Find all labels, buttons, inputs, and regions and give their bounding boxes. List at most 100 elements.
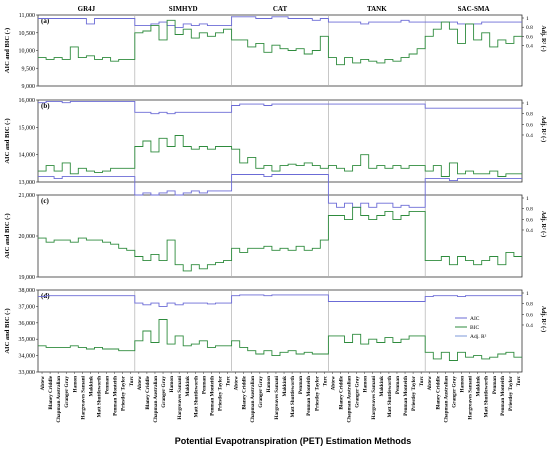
x-tick-label: Blaney Criddle (145, 375, 151, 409)
x-tick-label: Hargreaves Samani (80, 375, 86, 419)
x-tick-label: Abtew (427, 376, 433, 391)
x-tick-label: Abtew (330, 376, 336, 391)
x-tick-label: Matt Shuttleworth (193, 376, 199, 417)
x-tick-label: Turc (226, 375, 232, 386)
r2-tick-label: 0.4 (526, 44, 533, 50)
r2-axis-title: Adj. R² (-) (540, 116, 547, 142)
x-tick-label: Matt Shuttleworth (97, 376, 103, 417)
r2-tick-label: 1 (526, 16, 529, 22)
x-tick-label: Granger Gray (161, 376, 167, 408)
x-tick-label: Hargreaves Samani (274, 375, 280, 419)
panel-4: 33,000 34,000 35,000 36,000 37,000 38,000 0.4 0… (4, 288, 547, 376)
x-tick-labels: Abtew Blaney Criddle Chapman Australian Gra… (40, 372, 522, 423)
y-axis-title: AIC and BIC (-) (4, 118, 11, 163)
y-tick-label: 38,000 (19, 288, 36, 294)
r2-tick-label: 0.8 (526, 25, 533, 31)
x-tick-label: Blaney Criddle (435, 375, 441, 409)
x-tick-label: Priestley Taylor (218, 375, 224, 411)
x-tick-label: Makkink (282, 376, 288, 397)
y-tick-label: 9,000 (22, 84, 36, 90)
x-tick-label: Penman (201, 376, 207, 394)
x-tick-label: Penman Monteith (403, 376, 409, 416)
x-tick-label: Makkink (476, 376, 482, 397)
x-tick-label: Chapman Australian (56, 376, 62, 423)
r2-axis-title: Adj. R² (-) (540, 25, 547, 51)
y-tick-label: 34,000 (19, 354, 36, 360)
x-tick-label: Priestley Taylor (411, 375, 417, 411)
x-tick-label: Makkink (185, 376, 191, 397)
panel-label: (d) (41, 292, 50, 300)
x-tick-label: Blaney Criddle (242, 375, 248, 409)
r2-tick-label: 0.4 (526, 133, 533, 139)
y-tick-label: 10,000 (19, 49, 36, 55)
y-tick-label: 33,000 (19, 370, 36, 376)
y-tick-label: 11,000 (19, 13, 35, 19)
x-tick-label: Penman (492, 376, 498, 394)
x-tick-label: Turc (322, 375, 328, 386)
series-bic (38, 19, 522, 66)
x-tick-label: Turc (129, 375, 135, 386)
x-tick-label: Penman Monteith (113, 376, 119, 416)
y-tick-label: 36,000 (19, 321, 36, 327)
x-tick-label: Hamon (72, 376, 78, 393)
x-tick-label: Matt Shuttleworth (387, 376, 393, 417)
x-tick-label: Penman Monteith (306, 376, 312, 416)
legend-label: AIC (470, 316, 480, 322)
r2-tick-label: 0.6 (526, 312, 533, 318)
x-tick-label: Turc (516, 375, 522, 386)
r2-axis-title: Adj. R² (-) (540, 211, 547, 237)
r2-tick-label: 0.8 (526, 302, 533, 308)
x-tick-label: Makkink (88, 376, 94, 397)
y-tick-label: 13,000 (19, 180, 36, 186)
legend-label: Adj. R² (470, 334, 487, 340)
legend-label: BIC (470, 325, 480, 331)
r2-tick-label: 0.6 (526, 34, 533, 40)
panel-3: 19,000 20,000 21,000 0.4 0.6 0.8 1 (c) AIC and B… (4, 174, 547, 281)
series-bic (38, 206, 522, 272)
x-axis-title: Potential Evapotranspiration (PET) Estim… (175, 436, 412, 446)
x-tick-label: Penman (105, 376, 111, 394)
x-tick-label: Chapman Australian (347, 376, 353, 423)
y-tick-label: 16,000 (19, 98, 36, 104)
x-tick-label: Abtew (234, 376, 240, 391)
x-tick-label: Hamon (266, 376, 272, 393)
r2-tick-label: 1 (526, 101, 529, 107)
r2-tick-label: 0.6 (526, 217, 533, 223)
x-tick-label: Abtew (137, 376, 143, 391)
panel-label: (c) (41, 197, 49, 205)
r2-tick-label: 1 (526, 291, 529, 297)
x-tick-label: Abtew (40, 376, 46, 391)
x-tick-label: Penman (395, 376, 401, 394)
model-label: SIMHYD (169, 5, 198, 13)
r2-tick-label: 0.4 (526, 323, 533, 329)
x-tick-label: Matt Shuttleworth (290, 376, 296, 417)
x-tick-label: Matt Shuttleworth (484, 376, 490, 417)
panel-label: (a) (41, 17, 50, 25)
series-aic (38, 16, 522, 28)
model-label: SAC-SMA (458, 5, 490, 13)
y-tick-label: 14,000 (19, 153, 36, 159)
model-label: TANK (367, 5, 387, 13)
x-tick-label: Penman Monteith (209, 376, 215, 416)
series-bic (38, 135, 522, 177)
series-aic (38, 100, 522, 115)
x-tick-label: Priestley Taylor (314, 375, 320, 411)
y-axis-title: AIC and BIC (-) (4, 28, 11, 73)
x-tick-label: Priestley Taylor (121, 375, 127, 411)
x-tick-label: Blaney Criddle (339, 375, 345, 409)
y-tick-label: 20,000 (19, 234, 36, 240)
plot-frame (37, 289, 523, 373)
r2-tick-label: 1 (526, 196, 529, 202)
x-tick-label: Granger Gray (64, 376, 70, 408)
panel-2: 13,000 14,000 15,000 16,000 0.4 0.6 0.8 1 (b) AIC… (4, 98, 547, 186)
x-tick-label: Hargreaves Samani (177, 375, 183, 419)
x-tick-label: Chapman Australian (153, 376, 159, 423)
panel-label: (b) (41, 102, 50, 110)
x-tick-label: Granger Gray (355, 376, 361, 408)
y-tick-label: 19,000 (19, 275, 36, 281)
x-tick-label: Granger Gray (258, 376, 264, 408)
x-tick-label: Penman (298, 376, 304, 394)
y-tick-label: 35,000 (19, 337, 36, 343)
y-tick-label: 21,000 (19, 193, 36, 199)
